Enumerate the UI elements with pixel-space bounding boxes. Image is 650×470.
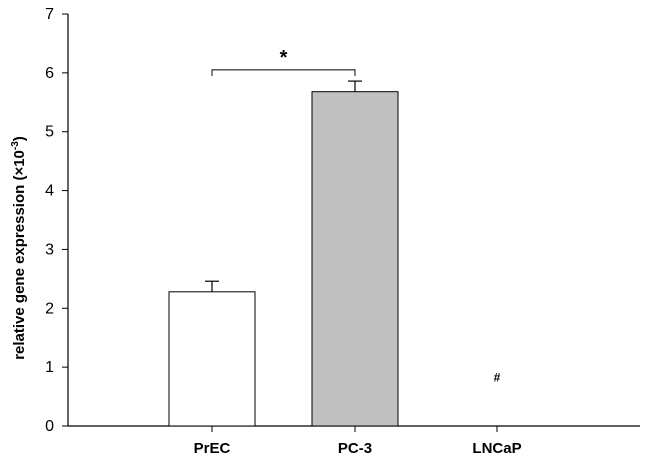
y-axis-label-main: relative gene expression (×10 xyxy=(11,150,28,360)
bar-pc-3 xyxy=(311,91,399,427)
x-tick-label-pc-3: PC-3 xyxy=(338,440,372,457)
y-axis: 0 1 2 3 4 5 6 7 xyxy=(45,6,69,435)
y-axis-label: relative gene expression (×10-3) xyxy=(10,136,28,360)
bars xyxy=(168,80,399,427)
significance-bracket xyxy=(211,69,356,76)
x-tick-label-prec: PrEC xyxy=(194,440,231,457)
y-tick-label: 6 xyxy=(45,65,54,82)
y-tick-label: 7 xyxy=(45,6,54,23)
y-axis-label-superscript: -3 xyxy=(10,141,21,150)
bar-prec xyxy=(168,291,256,427)
y-tick-label: 2 xyxy=(45,300,54,317)
not-detected-marker: # xyxy=(494,371,501,385)
annotations: *# xyxy=(211,47,501,385)
y-axis-label-close: ) xyxy=(11,136,28,141)
x-tick-label-lncap: LNCaP xyxy=(472,440,521,457)
y-tick-label: 3 xyxy=(45,241,54,258)
y-tick-label: 4 xyxy=(45,183,54,200)
y-tick-label: 0 xyxy=(45,418,54,435)
x-axis: PrEC PC-3 LNCaP xyxy=(68,425,640,457)
significance-star: * xyxy=(280,47,288,69)
y-tick-label: 5 xyxy=(45,124,54,141)
y-tick-label: 1 xyxy=(45,359,54,376)
